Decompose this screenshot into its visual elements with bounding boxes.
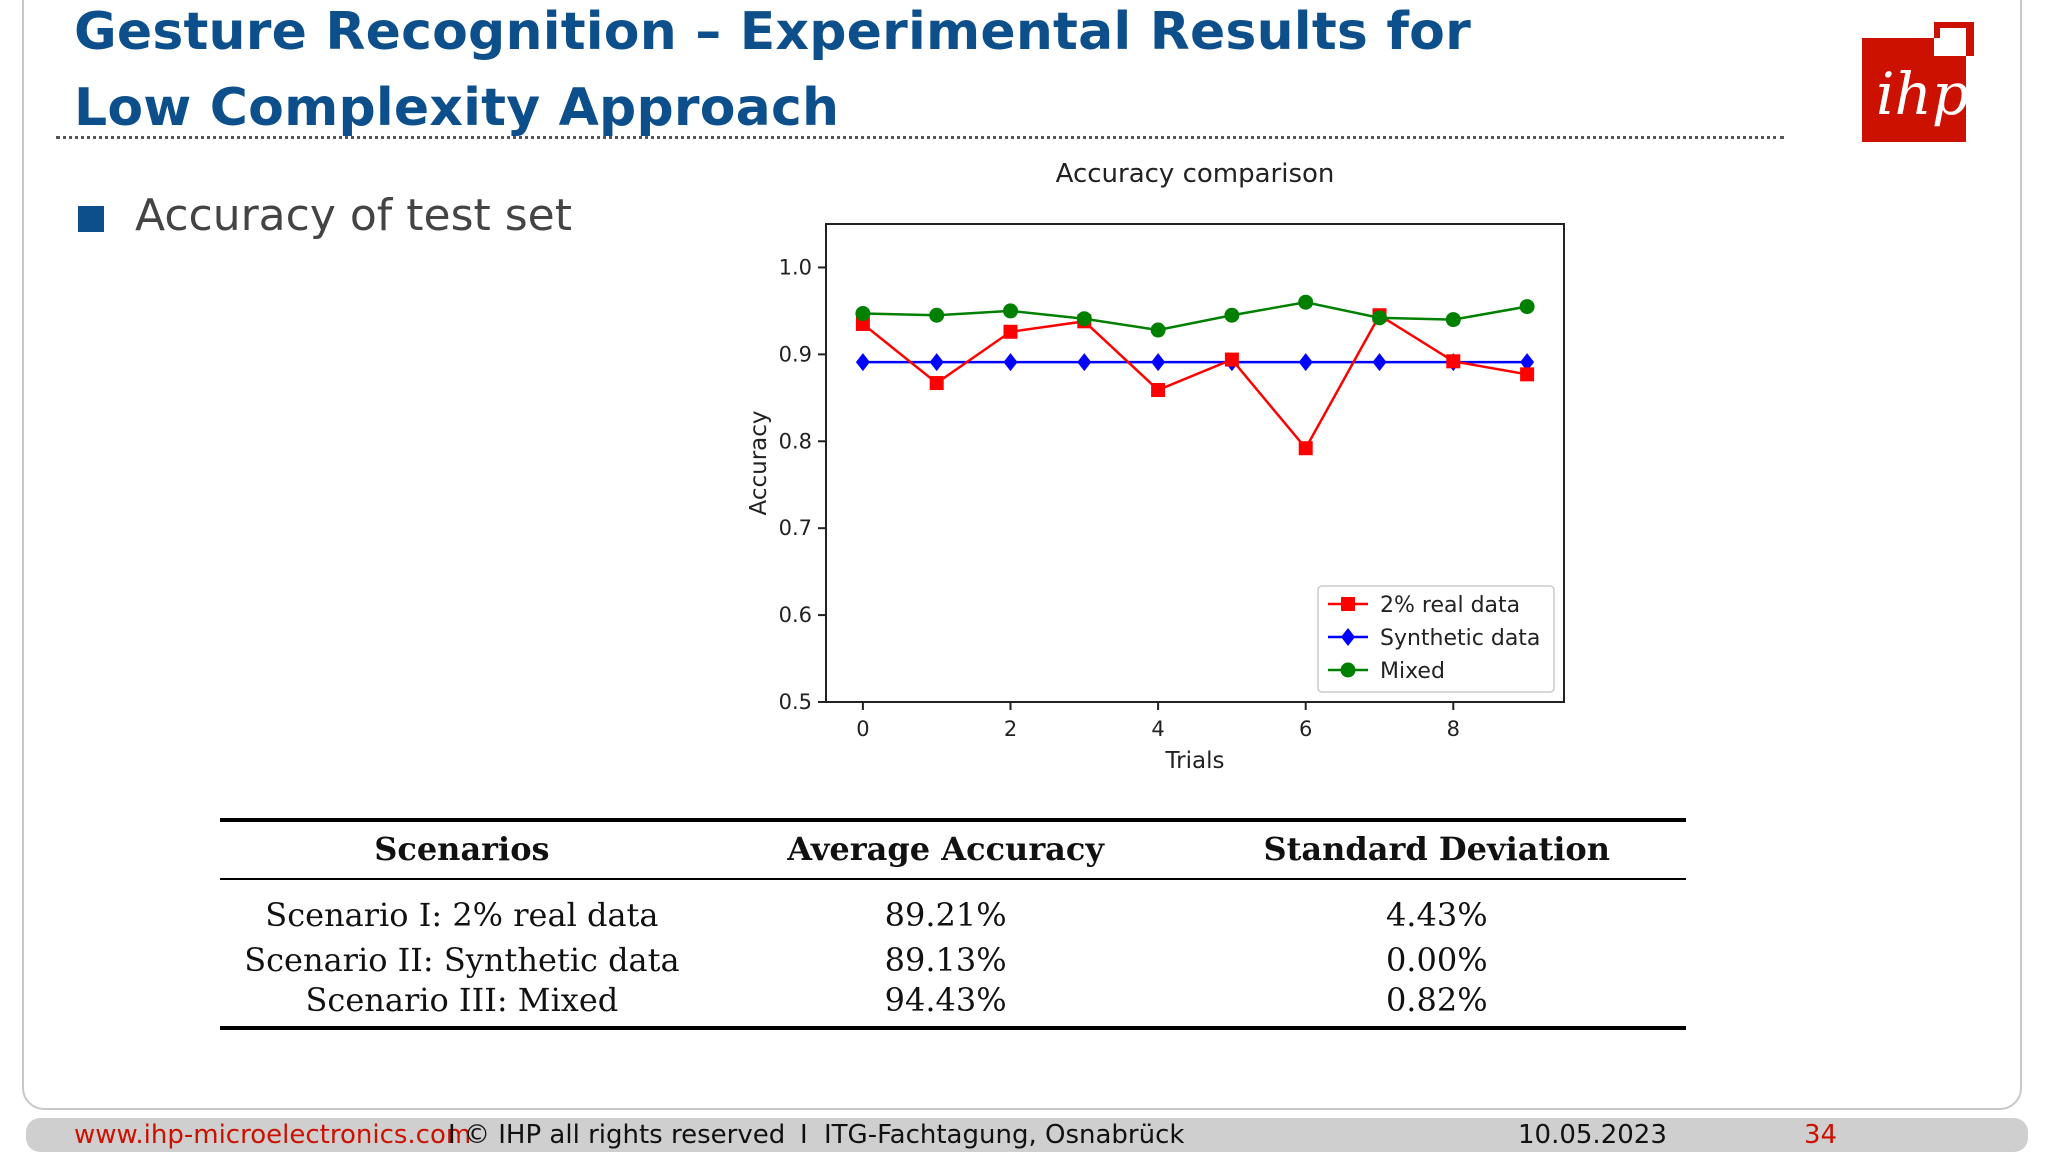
data-point-1-2	[1003, 353, 1018, 372]
x-tick-label: 0	[856, 717, 869, 741]
legend-label-1: Synthetic data	[1380, 626, 1540, 651]
y-tick-label: 1.0	[779, 255, 812, 279]
series-line-2	[862, 300, 1528, 332]
x-axis-label: Trials	[1165, 748, 1225, 774]
data-point-2-2	[1003, 303, 1018, 319]
footer-separator: I	[800, 1120, 808, 1150]
data-point-2-8	[1445, 312, 1461, 328]
data-point-2-0	[855, 306, 871, 322]
footer-bar	[26, 1118, 2028, 1152]
y-tick-label: 0.7	[779, 516, 812, 540]
data-point-1-1	[929, 353, 944, 372]
data-point-0-4	[1151, 382, 1166, 397]
table-cell: 0.00%	[1385, 941, 1488, 979]
logo-text: ihp	[1876, 60, 1969, 128]
legend-label-2: Mixed	[1380, 659, 1445, 684]
x-tick-label: 4	[1151, 717, 1164, 741]
data-point-2-9	[1519, 299, 1535, 315]
table-cell: 89.13%	[884, 941, 1007, 979]
data-point-1-6	[1298, 353, 1313, 372]
footer-rights: © IHP all rights reserved	[464, 1120, 786, 1150]
table-cell: 94.43%	[884, 981, 1007, 1019]
table-row: Scenario I: 2% real data 89.21% 4.43%	[220, 879, 1686, 940]
y-tick-label: 0.6	[779, 603, 812, 627]
data-point-2-4	[1150, 322, 1166, 338]
slide-title-line1: Gesture Recognition – Experimental Resul…	[74, 2, 1471, 62]
y-tick-label: 0.9	[779, 342, 812, 366]
table-cell: Scenario I: 2% real data	[265, 896, 659, 934]
slide-title-line2: Low Complexity Approach	[74, 78, 840, 138]
legend-marker-1	[1341, 628, 1355, 646]
x-tick-label: 8	[1447, 717, 1460, 741]
data-point-1-0	[855, 353, 870, 372]
table-cell: 0.82%	[1385, 981, 1488, 1019]
table-header-scenarios: Scenarios	[220, 818, 704, 880]
data-point-0-0	[855, 316, 870, 331]
footer-website-link[interactable]: www.ihp-microelectronics.com	[74, 1120, 472, 1150]
plot-frame	[825, 223, 1565, 703]
data-point-2-5	[1224, 307, 1240, 323]
chart-title: Accuracy comparison	[1056, 159, 1335, 189]
x-tick-label: 6	[1299, 717, 1312, 741]
y-tick-label: 0.5	[779, 690, 812, 714]
series-line-0	[862, 313, 1528, 451]
data-point-1-7	[1372, 353, 1387, 372]
results-table: Scenarios Average Accuracy Standard Devi…	[220, 818, 1686, 1030]
bullet-text: Accuracy of test set	[135, 190, 572, 241]
y-axis-label: Accuracy	[746, 410, 772, 515]
results-table-wrap: Scenarios Average Accuracy Standard Devi…	[220, 818, 1686, 1030]
footer-date: 10.05.2023	[1518, 1120, 1667, 1150]
data-point-2-7	[1372, 310, 1387, 326]
legend-marker-0	[1341, 597, 1355, 611]
data-point-0-9	[1520, 367, 1535, 382]
table-cell: 4.43%	[1385, 896, 1488, 934]
data-point-2-1	[929, 307, 945, 323]
footer-separator: I	[448, 1120, 456, 1150]
legend-box	[1317, 585, 1555, 693]
data-point-1-9	[1520, 353, 1535, 372]
slide-frame	[22, 0, 2022, 1110]
table-header-average-accuracy: Average Accuracy	[703, 818, 1188, 880]
table-cell: 89.21%	[884, 896, 1007, 934]
legend-marker-2	[1340, 662, 1356, 678]
table-header-standard-deviation: Standard Deviation	[1187, 818, 1686, 880]
table-cell: Scenario III: Mixed	[305, 981, 619, 1019]
data-point-2-3	[1076, 311, 1092, 327]
table-row: Scenario III: Mixed 94.43% 0.82%	[220, 980, 1686, 1028]
slide-title: Gesture Recognition – Experimental Resul…	[74, 0, 1471, 146]
data-point-1-4	[1151, 353, 1166, 372]
bullet-square-icon	[78, 206, 104, 232]
data-point-0-8	[1446, 354, 1461, 369]
data-point-1-3	[1077, 353, 1092, 372]
footer-event: ITG-Fachtagung, Osnabrück	[824, 1120, 1185, 1150]
data-point-0-5	[1224, 352, 1239, 367]
legend-label-0: 2% real data	[1380, 593, 1520, 618]
data-point-0-1	[929, 376, 944, 391]
accuracy-chart: Accuracy comparison 0.5 0.6 0.7 0.8 0.9 1.0 0 2 4…	[746, 159, 1565, 774]
table-row: Scenario II: Synthetic data 89.13% 0.00%	[220, 940, 1686, 980]
y-tick-label: 0.8	[779, 429, 812, 453]
table-cell: Scenario II: Synthetic data	[244, 941, 680, 979]
footer-page-number: 34	[1804, 1120, 1838, 1150]
data-point-2-6	[1298, 294, 1314, 310]
data-point-0-2	[1003, 324, 1018, 339]
ihp-logo: ihp	[1862, 22, 1974, 142]
data-point-0-6	[1298, 441, 1313, 456]
title-divider	[56, 136, 1784, 139]
x-tick-label: 2	[1004, 717, 1017, 741]
